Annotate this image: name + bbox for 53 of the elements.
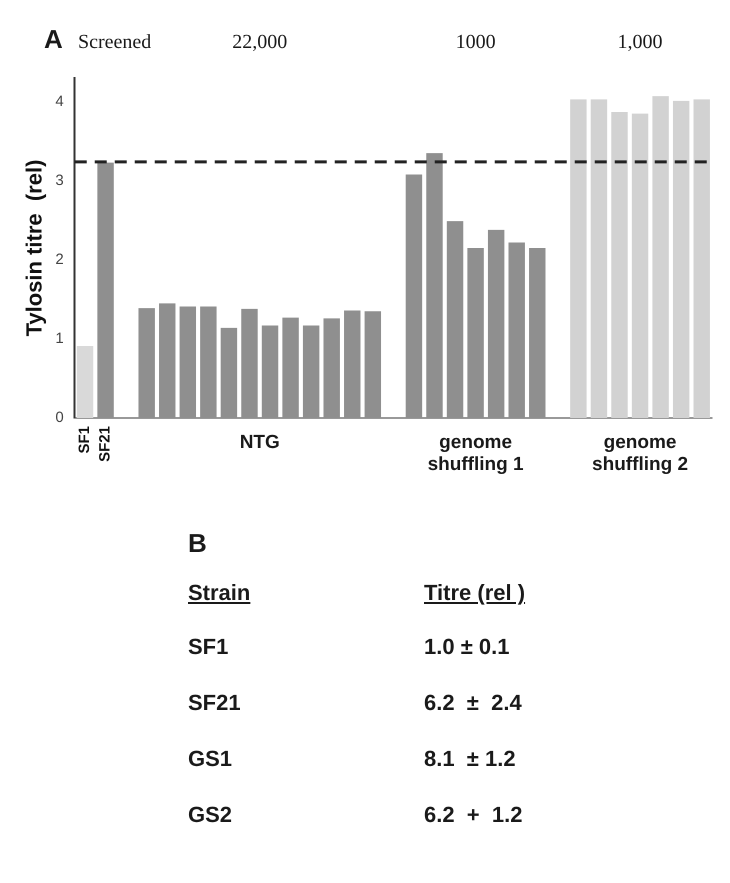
text: NTG bbox=[240, 432, 280, 453]
text: 1.0 ± 0.1 bbox=[424, 634, 510, 660]
y-tick-label: 0 bbox=[55, 409, 64, 426]
bar bbox=[241, 308, 258, 418]
bar bbox=[323, 318, 340, 418]
text: 1000 bbox=[456, 31, 496, 53]
bar bbox=[529, 248, 546, 418]
bar bbox=[508, 242, 525, 418]
text: B bbox=[188, 528, 208, 559]
text: Titre (rel ) bbox=[424, 580, 526, 606]
bar bbox=[446, 221, 464, 418]
bar bbox=[590, 99, 608, 418]
text: GS1 bbox=[188, 746, 234, 772]
bar bbox=[76, 346, 94, 418]
bar bbox=[97, 162, 114, 418]
text: genome shuffling 2 bbox=[592, 432, 688, 475]
bar bbox=[611, 112, 628, 418]
bar bbox=[180, 306, 196, 418]
text: Screened bbox=[78, 31, 152, 53]
bar bbox=[282, 318, 299, 418]
bar bbox=[467, 248, 484, 418]
bar bbox=[159, 303, 176, 418]
bar bbox=[488, 230, 504, 418]
bar bbox=[426, 153, 443, 418]
y-axis-title: Tylosin titre (rel) bbox=[21, 160, 46, 336]
bar bbox=[344, 310, 360, 418]
bar bbox=[570, 99, 587, 418]
text: 1,000 bbox=[618, 31, 663, 53]
bar bbox=[302, 325, 320, 418]
text: SF1 bbox=[188, 634, 230, 660]
text: genome shuffling 1 bbox=[428, 432, 524, 475]
text: GS2 bbox=[188, 802, 234, 828]
bar bbox=[220, 328, 238, 418]
bar bbox=[138, 308, 155, 418]
y-tick-label: 4 bbox=[55, 92, 64, 110]
text: 6.2 ± 2.4 bbox=[424, 690, 522, 716]
bar bbox=[694, 99, 710, 418]
text: A bbox=[44, 24, 63, 54]
bar bbox=[652, 96, 669, 418]
bar bbox=[406, 174, 422, 418]
bar bbox=[200, 306, 217, 418]
text: Strain bbox=[188, 580, 252, 606]
bar bbox=[632, 114, 648, 418]
text: 8.1 ± 1.2 bbox=[424, 746, 516, 772]
text: SF21 bbox=[188, 690, 242, 716]
y-tick-label: 1 bbox=[55, 330, 64, 348]
y-tick-label: 3 bbox=[55, 172, 64, 189]
text: 22,000 bbox=[232, 31, 288, 53]
bar bbox=[672, 100, 690, 418]
bar bbox=[262, 325, 278, 418]
bar bbox=[364, 311, 382, 418]
y-tick-label: 2 bbox=[55, 251, 64, 268]
text: 6.2 + 1.2 bbox=[424, 802, 522, 828]
